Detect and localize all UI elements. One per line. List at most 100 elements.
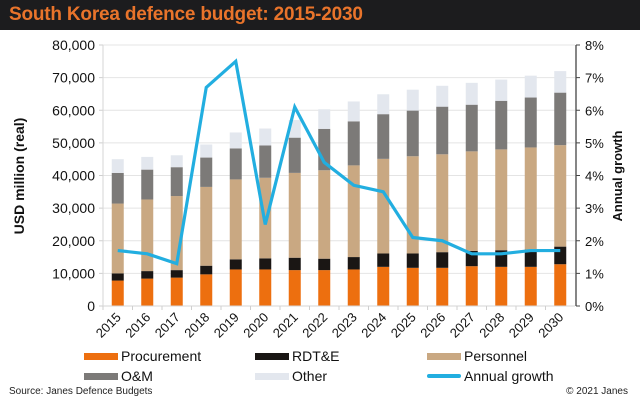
bar-om	[406, 110, 419, 157]
bar-procurement	[495, 266, 508, 306]
bar-rdte	[170, 270, 183, 278]
y2-tick-label: 7%	[585, 71, 604, 86]
x-tick-label: 2027	[447, 310, 478, 341]
x-tick-label: 2025	[388, 310, 419, 341]
bar-procurement	[229, 269, 242, 306]
legend-personnel: Personnel	[427, 348, 527, 364]
bar-procurement	[406, 267, 419, 306]
y2-tick-label: 0%	[585, 299, 604, 314]
bar-other	[259, 128, 272, 146]
bar-other	[554, 71, 567, 93]
legend-swatch-om	[84, 372, 118, 380]
bar-other	[436, 85, 449, 107]
x-tick-label: 2028	[476, 310, 507, 341]
y-tick-label: 20,000	[52, 233, 95, 249]
x-tick-label: 2030	[535, 310, 566, 341]
bars	[111, 71, 567, 306]
bar-rdte	[259, 258, 272, 270]
legend-other: Other	[255, 368, 327, 384]
legend-swatch-personnel	[427, 352, 461, 360]
y2-tick-label: 8%	[585, 38, 604, 53]
legend-om: O&M	[84, 368, 153, 384]
legend-label: Annual growth	[464, 368, 554, 384]
bar-rdte	[288, 257, 301, 271]
bar-other	[200, 144, 213, 158]
y-tick-label: 40,000	[52, 168, 95, 184]
bar-personnel	[554, 145, 567, 247]
legend-label: Procurement	[121, 348, 202, 364]
bar-procurement	[288, 270, 301, 306]
bar-om	[436, 106, 449, 155]
bar-other	[141, 156, 154, 170]
x-tick-label: 2026	[417, 310, 448, 341]
title-bar: South Korea defence budget: 2015-2030	[0, 0, 640, 30]
y2-tick-label: 6%	[585, 103, 604, 118]
x-tick-label: 2019	[211, 310, 242, 341]
bar-other	[377, 94, 390, 115]
legend-growth: Annual growth	[427, 368, 554, 384]
y-tick-label: 50,000	[52, 135, 95, 151]
x-tick-label: 2017	[152, 310, 183, 341]
bar-om	[288, 137, 301, 173]
bar-procurement	[200, 274, 213, 306]
bar-rdte	[377, 253, 390, 267]
legend-swatch-growth	[427, 374, 461, 378]
y2-tick-label: 5%	[585, 136, 604, 151]
bar-om	[111, 172, 124, 204]
bar-rdte	[141, 271, 154, 279]
bar-rdte	[347, 257, 360, 270]
y-tick-label: 10,000	[52, 265, 95, 281]
bar-personnel	[200, 186, 213, 266]
bar-rdte	[524, 249, 537, 267]
bar-procurement	[436, 267, 449, 306]
bar-om	[524, 97, 537, 148]
bar-personnel	[111, 203, 124, 274]
bar-rdte	[318, 258, 331, 271]
bar-procurement	[318, 270, 331, 306]
bar-other	[170, 155, 183, 168]
x-tick-label: 2020	[240, 310, 271, 341]
bar-om	[377, 114, 390, 159]
bar-personnel	[406, 156, 419, 254]
y2-tick-label: 1%	[585, 266, 604, 281]
legend-label: Personnel	[464, 348, 528, 364]
bar-procurement	[347, 269, 360, 306]
legend-swatch-procurement	[84, 352, 118, 360]
x-tick-label: 2029	[506, 310, 537, 341]
x-tick-label: 2021	[270, 310, 301, 341]
bar-om	[495, 100, 508, 150]
bar-procurement	[111, 280, 124, 306]
bar-personnel	[465, 151, 478, 251]
bar-other	[229, 132, 242, 149]
legend-label: Other	[292, 368, 328, 384]
legend-label: O&M	[121, 368, 153, 384]
bar-om	[554, 92, 567, 146]
bar-personnel	[288, 172, 301, 258]
bar-other	[495, 79, 508, 101]
y2-axis-label: Annual growth	[610, 130, 625, 221]
bar-personnel	[524, 147, 537, 250]
bar-procurement	[554, 264, 567, 306]
bar-om	[170, 167, 183, 197]
legend-procurement: Procurement	[84, 348, 201, 364]
bar-other	[347, 101, 360, 122]
legend-rdte: RDT&E	[255, 348, 339, 364]
bar-procurement	[141, 278, 154, 306]
y-tick-label: 0	[87, 298, 95, 314]
legend-swatch-other	[255, 372, 289, 380]
bar-om	[465, 104, 478, 152]
bar-personnel	[141, 199, 154, 272]
bar-procurement	[170, 277, 183, 306]
bar-rdte	[229, 259, 242, 270]
bar-other	[406, 89, 419, 111]
y2-tick-label: 4%	[585, 169, 604, 184]
y-tick-label: 60,000	[52, 102, 95, 118]
source-note: Source: Janes Defence Budgets	[9, 386, 153, 397]
copyright-note: © 2021 Janes	[566, 386, 628, 397]
bar-personnel	[495, 149, 508, 251]
axes: 0 10,000 20,000 30,000 40,000 50,000 60,000 70,…	[52, 37, 604, 341]
bar-rdte	[111, 273, 124, 281]
bar-om	[259, 145, 272, 178]
growth-line	[117, 58, 561, 266]
